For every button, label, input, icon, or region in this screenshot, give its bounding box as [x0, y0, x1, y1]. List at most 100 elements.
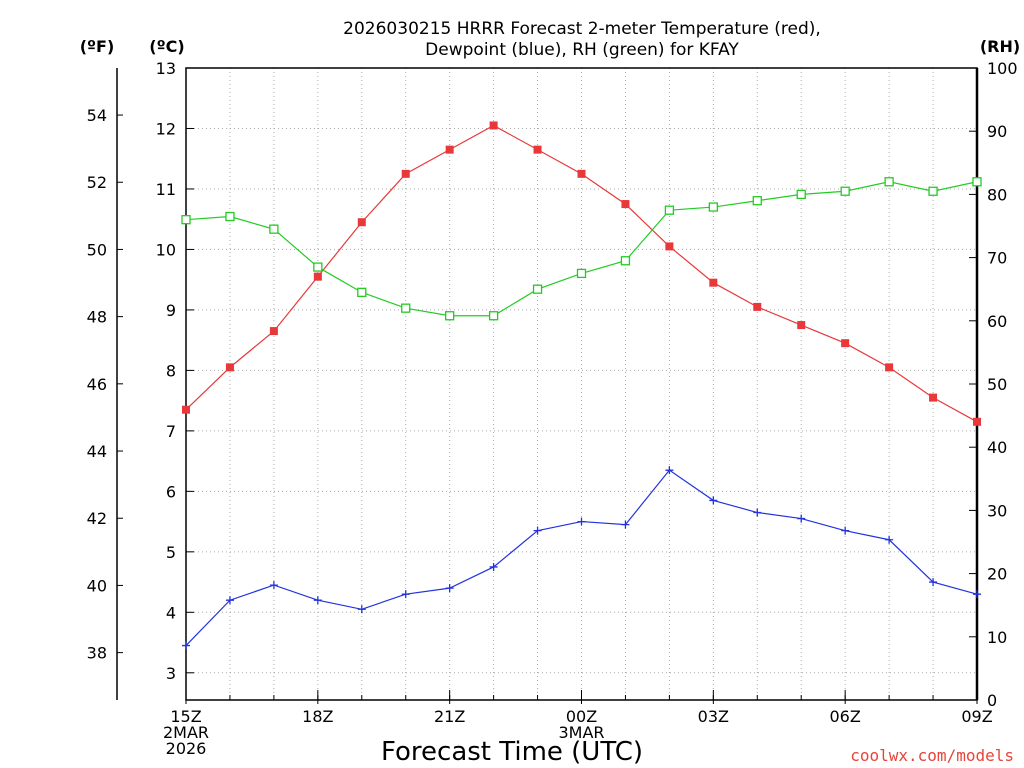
fahrenheit-axis-unit: (ºF)	[80, 37, 115, 56]
celsius-tick-label: 13	[156, 59, 176, 78]
dewpoint-point	[973, 590, 981, 599]
celsius-axis-unit: (ºC)	[149, 37, 184, 56]
temperature-point	[929, 393, 938, 402]
x-tick-label: 2MAR	[163, 723, 209, 742]
temperature-point	[621, 200, 630, 209]
x-tick-label: 21Z	[434, 707, 465, 726]
temperature-point	[401, 169, 410, 178]
rh-point	[269, 224, 279, 234]
rh-point	[576, 268, 587, 279]
rh-point	[708, 202, 718, 212]
dewpoint-point	[182, 641, 190, 650]
rh-point	[225, 211, 235, 222]
celsius-tick-label: 10	[156, 240, 176, 259]
x-tick-label: 2026	[166, 739, 207, 758]
rh-point	[840, 186, 850, 196]
rh-point	[884, 177, 894, 187]
fahrenheit-tick-label: 42	[87, 509, 107, 528]
celsius-tick-label: 5	[166, 543, 176, 562]
x-tick-label: 15Z	[170, 707, 201, 726]
chart-title-line-1: 2026030215 HRRR Forecast 2-meter Tempera…	[343, 19, 821, 39]
temperature-point	[182, 405, 190, 414]
rh-point	[313, 262, 323, 272]
temperature-point	[445, 145, 454, 154]
rh-point	[181, 215, 191, 225]
celsius-tick-label: 8	[166, 361, 176, 380]
fahrenheit-tick-label: 38	[87, 644, 107, 663]
dewpoint-point	[225, 596, 234, 605]
rh-point	[401, 303, 411, 313]
temperature-point	[885, 363, 894, 372]
celsius-tick-label: 3	[166, 664, 176, 683]
rh-point	[488, 311, 499, 321]
celsius-tick-label: 9	[166, 301, 176, 320]
temperature-point	[973, 417, 981, 426]
celsius-tick-label: 7	[166, 422, 176, 441]
chart-axes: 38 40 42 44 46 48 50 52 54 3 4 5 6 7 8 9 10 11 12 13 0 10 20 30…	[87, 59, 1018, 758]
fahrenheit-tick-label: 40	[87, 576, 107, 595]
temperature-point	[533, 145, 542, 154]
fahrenheit-tick-label: 52	[87, 173, 107, 192]
rh-tick-label: 20	[987, 565, 1007, 584]
temperature-point	[709, 278, 718, 287]
temperature-point	[313, 272, 322, 281]
rh-point	[928, 186, 938, 196]
dewpoint-point	[797, 514, 806, 523]
rh-point	[796, 189, 806, 200]
rh-tick-label: 60	[987, 312, 1007, 331]
x-tick-label: 06Z	[830, 707, 861, 726]
dewpoint-point	[533, 526, 542, 535]
x-tick-label: 09Z	[961, 707, 992, 726]
fahrenheit-tick-label: 44	[87, 442, 107, 461]
rh-point	[664, 205, 675, 215]
chart-series	[181, 121, 982, 650]
temperature-point	[665, 242, 674, 251]
celsius-tick-label: 4	[166, 603, 176, 622]
dewpoint-point	[445, 584, 454, 593]
rh-tick-label: 100	[987, 59, 1018, 78]
temperature-point	[357, 218, 366, 227]
dewpoint-point	[489, 562, 498, 571]
chart-title-line-2: Dewpoint (blue), RH (green) for KFAY	[425, 40, 739, 60]
temperature-point	[489, 121, 498, 130]
x-axis-label: Forecast Time (UTC)	[381, 737, 643, 767]
rh-tick-label: 10	[987, 628, 1007, 647]
dewpoint-point	[357, 605, 366, 614]
x-tick-label: 3MAR	[558, 723, 604, 742]
fahrenheit-tick-label: 46	[87, 375, 107, 394]
dewpoint-point	[841, 526, 850, 535]
rh-tick-label: 90	[987, 122, 1007, 141]
dewpoint-point	[621, 520, 630, 529]
temperature-point	[225, 363, 234, 372]
dewpoint-point	[753, 508, 762, 517]
fahrenheit-tick-label: 54	[87, 106, 107, 125]
rh-point	[532, 284, 543, 294]
rh-tick-label: 80	[987, 185, 1007, 204]
dewpoint-point	[885, 535, 894, 544]
rh-axis-unit: (RH)	[980, 37, 1020, 56]
dewpoint-point	[577, 517, 586, 526]
celsius-tick-label: 11	[156, 180, 176, 199]
rh-tick-label: 50	[987, 375, 1007, 394]
x-tick-label: 18Z	[302, 707, 333, 726]
fahrenheit-tick-label: 50	[87, 240, 107, 259]
rh-tick-label: 70	[987, 249, 1007, 268]
rh-point	[445, 311, 455, 321]
credit-text: coolwx.com/models	[850, 746, 1014, 765]
rh-tick-label: 40	[987, 438, 1007, 457]
rh-tick-label: 30	[987, 501, 1007, 520]
temperature-point	[797, 321, 806, 330]
x-tick-label: 03Z	[698, 707, 729, 726]
dewpoint-point	[929, 578, 938, 587]
temperature-point	[841, 339, 850, 348]
temperature-point	[577, 169, 586, 178]
dewpoint-point	[269, 581, 278, 590]
rh-point	[357, 287, 367, 298]
grid-lines	[186, 68, 977, 700]
dewpoint-point	[313, 596, 322, 605]
celsius-tick-label: 6	[166, 482, 176, 501]
fahrenheit-tick-label: 48	[87, 308, 107, 327]
rh-point	[752, 196, 762, 206]
x-tick-label: 00Z	[566, 707, 597, 726]
